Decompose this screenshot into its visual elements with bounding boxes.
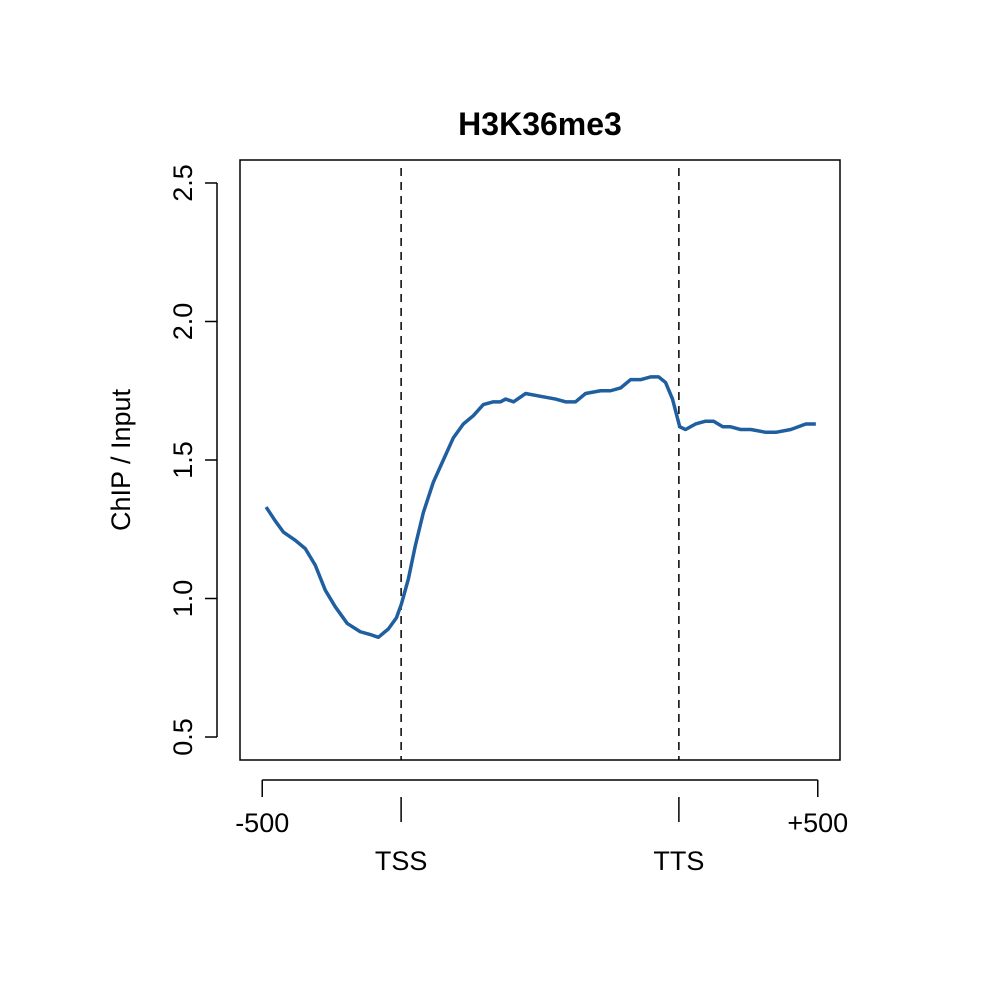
chart-title: H3K36me3: [458, 106, 622, 142]
x-tick-label: -500: [235, 808, 289, 838]
y-tick-label: 1.5: [168, 441, 198, 479]
y-tick-label: 1.0: [168, 580, 198, 618]
y-tick-label: 2.0: [168, 303, 198, 341]
x-tick-label: TTS: [653, 846, 704, 876]
y-axis-label: ChIP / Input: [106, 388, 136, 531]
y-tick-label: 0.5: [168, 718, 198, 756]
plot-frame: [239, 159, 841, 761]
y-tick-label: 2.5: [168, 164, 198, 202]
x-tick-label: +500: [787, 808, 848, 838]
x-tick-label: TSS: [375, 846, 428, 876]
data-line: [264, 375, 816, 640]
